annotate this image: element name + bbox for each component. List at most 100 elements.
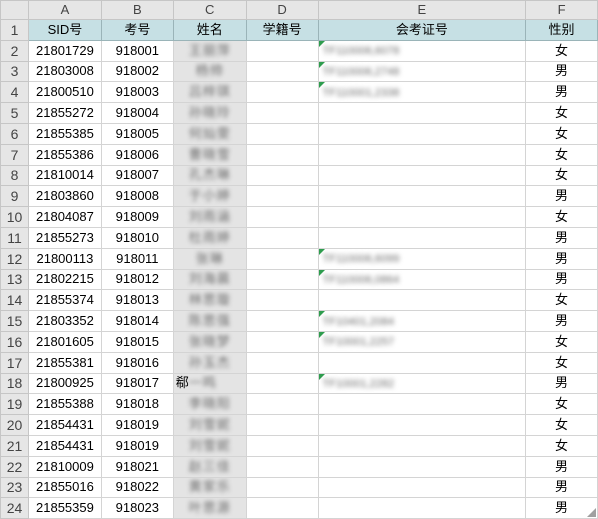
row-header[interactable]: 13	[0, 268, 29, 291]
cell-gender[interactable]: 男	[525, 310, 598, 332]
cell-sid[interactable]: 21801605	[27, 330, 102, 353]
cell-exam-no[interactable]: 918003	[100, 81, 174, 104]
header-cell-gender[interactable]: 性别	[525, 19, 598, 41]
cell-exam-cert[interactable]	[317, 414, 527, 436]
cell-name[interactable]: 郗一鸣	[172, 372, 247, 395]
cell-sid[interactable]: 21854431	[27, 434, 102, 457]
column-header-d[interactable]: D	[245, 0, 319, 20]
cell-gender[interactable]: 男	[525, 455, 598, 478]
row-header[interactable]: 24	[0, 497, 29, 519]
cell-student-id[interactable]	[245, 497, 319, 519]
cell-sid[interactable]: 21810014	[27, 164, 102, 187]
cell-name[interactable]: 吕梓琪	[172, 81, 247, 104]
cell-gender[interactable]: 女	[525, 330, 598, 353]
cell-student-id[interactable]	[245, 351, 319, 374]
cell-student-id[interactable]	[245, 81, 319, 104]
cell-exam-cert[interactable]	[317, 102, 527, 124]
cell-sid[interactable]: 21854431	[27, 414, 102, 436]
column-header-b[interactable]: B	[100, 0, 174, 20]
cell-name[interactable]: 孙玉杰	[172, 351, 247, 374]
cell-name[interactable]: 赵三佳	[172, 455, 247, 478]
row-header[interactable]: 1	[0, 19, 29, 41]
cell-gender[interactable]: 女	[525, 351, 598, 374]
cell-student-id[interactable]	[245, 185, 319, 208]
cell-exam-cert[interactable]	[317, 455, 527, 478]
cell-name[interactable]: 叶思源	[172, 497, 247, 519]
cell-exam-no[interactable]: 918007	[100, 164, 174, 187]
cell-exam-cert[interactable]	[317, 185, 527, 208]
cell-name[interactable]: 孙晓玲	[172, 102, 247, 124]
cell-student-id[interactable]	[245, 143, 319, 166]
cell-student-id[interactable]	[245, 268, 319, 291]
row-header[interactable]: 22	[0, 455, 29, 478]
cell-exam-no[interactable]: 918006	[100, 143, 174, 166]
cell-name[interactable]: 林思璇	[172, 289, 247, 312]
cell-gender[interactable]: 男	[525, 60, 598, 83]
cell-sid[interactable]: 21855381	[27, 351, 102, 374]
cell-student-id[interactable]	[245, 206, 319, 228]
column-header-c[interactable]: C	[172, 0, 247, 20]
cell-name[interactable]: 杨帅	[172, 60, 247, 83]
cell-exam-no[interactable]: 918023	[100, 497, 174, 519]
cell-name[interactable]: 杜雨婷	[172, 226, 247, 249]
row-header[interactable]: 4	[0, 81, 29, 104]
cell-sid[interactable]: 21803008	[27, 60, 102, 83]
cell-exam-cert[interactable]	[317, 289, 527, 312]
column-header-e[interactable]: E	[317, 0, 527, 20]
cell-sid[interactable]: 21800510	[27, 81, 102, 104]
cell-name[interactable]: 张琳	[172, 247, 247, 270]
cell-sid[interactable]: 21803352	[27, 310, 102, 332]
cell-exam-no[interactable]: 918005	[100, 122, 174, 145]
cell-sid[interactable]: 21800925	[27, 372, 102, 395]
row-header[interactable]: 17	[0, 351, 29, 374]
cell-student-id[interactable]	[245, 289, 319, 312]
row-header[interactable]: 19	[0, 393, 29, 416]
cell-student-id[interactable]	[245, 372, 319, 395]
cell-sid[interactable]: 21855385	[27, 122, 102, 145]
cell-exam-cert[interactable]	[317, 351, 527, 374]
cell-student-id[interactable]	[245, 247, 319, 270]
cell-name[interactable]: 刘雨涵	[172, 206, 247, 228]
row-header[interactable]: 12	[0, 247, 29, 270]
cell-name[interactable]: 于小婷	[172, 185, 247, 208]
cell-sid[interactable]: 21855272	[27, 102, 102, 124]
cell-exam-cert[interactable]	[317, 497, 527, 519]
cell-exam-no[interactable]: 918017	[100, 372, 174, 395]
cell-exam-no[interactable]: 918001	[100, 39, 174, 62]
cell-name[interactable]: 曹晓雪	[172, 143, 247, 166]
cell-sid[interactable]: 21855374	[27, 289, 102, 312]
cell-exam-cert[interactable]: TF10001,2257	[317, 330, 527, 353]
row-header[interactable]: 20	[0, 414, 29, 436]
row-header[interactable]: 10	[0, 206, 29, 228]
cell-student-id[interactable]	[245, 310, 319, 332]
cell-student-id[interactable]	[245, 414, 319, 436]
cell-student-id[interactable]	[245, 393, 319, 416]
cell-exam-no[interactable]: 918019	[100, 414, 174, 436]
cell-gender[interactable]: 女	[525, 39, 598, 62]
cell-name[interactable]: 刘雪妮	[172, 434, 247, 457]
cell-sid[interactable]: 21855359	[27, 497, 102, 519]
cell-student-id[interactable]	[245, 455, 319, 478]
row-header[interactable]: 6	[0, 122, 29, 145]
cell-exam-no[interactable]: 918009	[100, 206, 174, 228]
cell-exam-no[interactable]: 918015	[100, 330, 174, 353]
cell-gender[interactable]: 女	[525, 122, 598, 145]
cell-sid[interactable]: 21810009	[27, 455, 102, 478]
cell-exam-no[interactable]: 918010	[100, 226, 174, 249]
row-header[interactable]: 3	[0, 60, 29, 83]
cell-exam-cert[interactable]: TF110006,6099	[317, 247, 527, 270]
row-header[interactable]: 5	[0, 102, 29, 124]
cell-gender[interactable]: 男	[525, 372, 598, 395]
cell-exam-no[interactable]: 918016	[100, 351, 174, 374]
cell-exam-cert[interactable]	[317, 226, 527, 249]
cell-gender[interactable]: 女	[525, 143, 598, 166]
cell-exam-no[interactable]: 918012	[100, 268, 174, 291]
cell-gender[interactable]: 女	[525, 289, 598, 312]
row-header[interactable]: 15	[0, 310, 29, 332]
cell-sid[interactable]: 21801729	[27, 39, 102, 62]
cell-exam-cert[interactable]: TF10401,2084	[317, 310, 527, 332]
cell-exam-cert[interactable]	[317, 143, 527, 166]
cell-exam-cert[interactable]	[317, 476, 527, 499]
cell-exam-no[interactable]: 918021	[100, 455, 174, 478]
cell-exam-cert[interactable]: TF110006,6078	[317, 39, 527, 62]
